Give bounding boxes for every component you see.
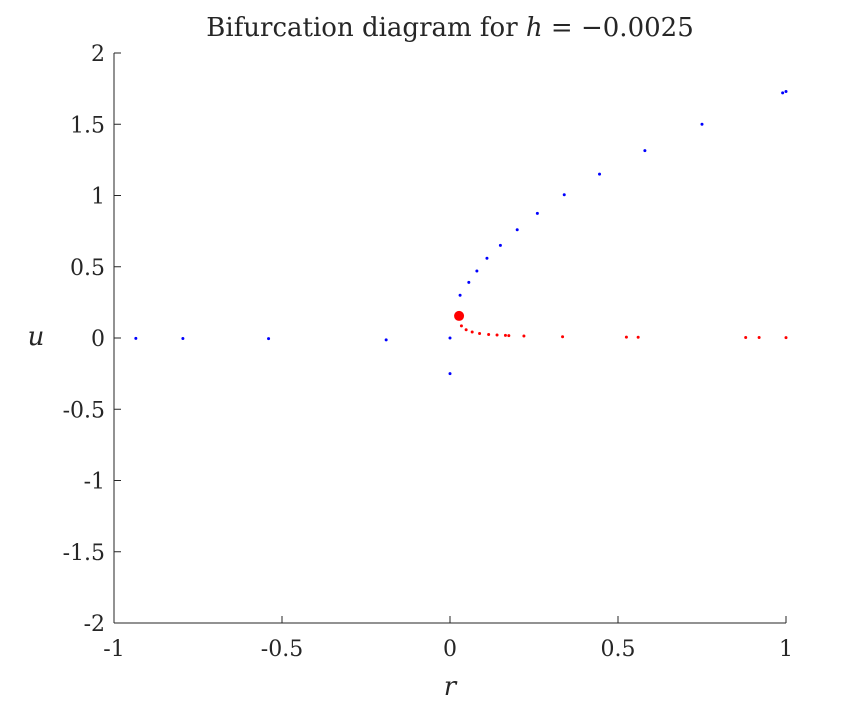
data-series: [134, 89, 788, 376]
data-point: [598, 172, 602, 176]
title-prefix: Bifurcation diagram for: [206, 13, 526, 43]
title-value: = −0.0025: [543, 13, 694, 43]
data-point: [459, 324, 463, 328]
highlight-points: [454, 310, 465, 321]
data-point: [384, 338, 388, 342]
data-point: [475, 269, 479, 273]
x-tick-label: -0.5: [261, 637, 303, 662]
data-point: [784, 89, 788, 93]
data-point: [267, 337, 271, 341]
y-tick-label: -0.5: [63, 398, 105, 423]
data-point: [781, 91, 785, 95]
data-point: [470, 330, 474, 334]
data-point: [181, 336, 185, 340]
y-tick-label: -1.5: [63, 541, 105, 566]
data-point: [503, 333, 507, 337]
data-point: [522, 334, 526, 338]
y-tick-label: 1.5: [70, 113, 105, 138]
series-1: [459, 324, 788, 340]
data-point: [464, 328, 468, 332]
y-tick-label: -2: [84, 612, 105, 637]
y-tick-label: 0.5: [70, 256, 105, 281]
title-variable: h: [526, 13, 543, 43]
highlight-point: [454, 310, 465, 321]
data-point: [478, 331, 482, 335]
x-tick-label: 1: [779, 637, 793, 662]
data-point: [700, 122, 704, 126]
data-point: [487, 332, 491, 336]
x-tick-label: -1: [103, 637, 124, 662]
data-point: [636, 335, 640, 339]
data-point: [498, 243, 502, 247]
data-point: [458, 293, 462, 297]
data-point: [744, 336, 748, 340]
x-tick-label: 0.5: [601, 637, 636, 662]
data-point: [562, 193, 566, 197]
data-point: [467, 280, 471, 284]
y-tick-label: 1: [91, 185, 105, 210]
data-point: [495, 333, 499, 337]
y-tick-label: -1: [84, 470, 105, 495]
chart-title: Bifurcation diagram for h = −0.0025: [206, 13, 693, 43]
data-point: [535, 211, 539, 215]
y-tick-label: 0: [91, 327, 105, 352]
series-0: [134, 89, 788, 376]
data-point: [448, 372, 452, 376]
x-tick-label: 0: [443, 637, 457, 662]
data-point: [507, 334, 511, 338]
data-point: [134, 336, 138, 340]
data-point: [757, 336, 761, 340]
y-tick-label: 2: [91, 42, 105, 67]
data-point: [561, 335, 565, 339]
data-point: [624, 335, 628, 339]
data-point: [784, 336, 788, 340]
data-point: [485, 256, 489, 260]
x-axis-label: r: [444, 672, 458, 702]
data-point: [643, 149, 647, 153]
y-axis-label: u: [28, 322, 45, 352]
data-point: [448, 336, 452, 340]
axis-ticks: -1 -0.5 0 0.5 1 -2 -1.5 -1 -0.5 0 0.5 1 1.5 2: [63, 42, 793, 662]
data-point: [515, 228, 519, 232]
